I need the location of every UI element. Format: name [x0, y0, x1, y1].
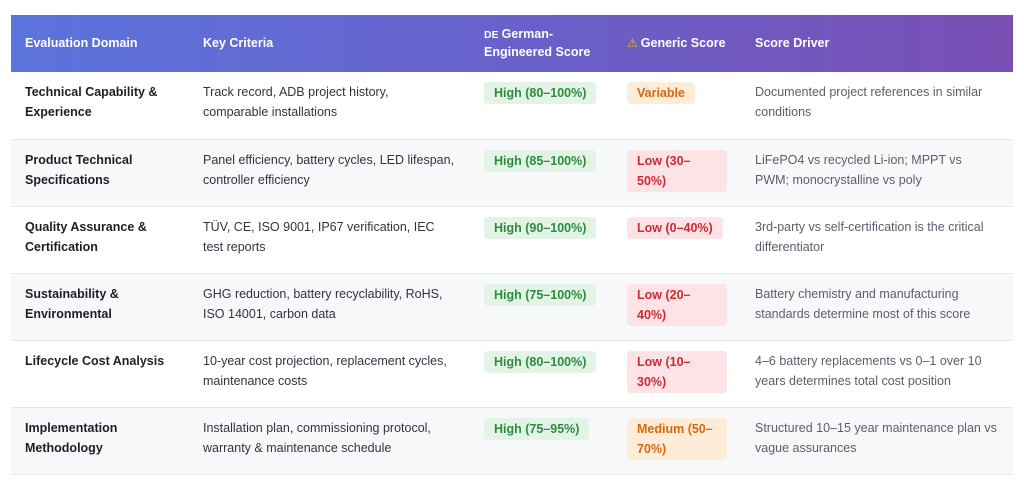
- table-row: Product Technical Specifications Panel ef…: [11, 139, 1013, 206]
- header-generic-score: ⚠ Generic Score: [627, 36, 726, 50]
- german-score-badge: High (80–100%): [484, 350, 597, 373]
- header-key-criteria: Key Criteria: [203, 36, 274, 50]
- criteria-text: Track record, ADB project history, compa…: [203, 85, 389, 119]
- driver-text: Structured 10–15 year maintenance plan v…: [755, 420, 997, 455]
- cell-criteria: Panel efficiency, battery cycles, LED li…: [189, 139, 470, 206]
- cell-criteria: Track record, ADB project history, compa…: [189, 72, 470, 139]
- domain-text: Quality Assurance & Certification: [25, 219, 147, 254]
- generic-score-badge: Medium (50–70%): [627, 417, 727, 460]
- german-score-badge: High (75–95%): [484, 417, 590, 440]
- criteria-text: Panel efficiency, battery cycles, LED li…: [203, 152, 455, 187]
- cell-generic-score: Medium (50–70%): [613, 407, 741, 474]
- cell-generic-score: Variable: [613, 72, 741, 139]
- driver-text: 3rd-party vs self-certification is the c…: [755, 219, 984, 254]
- german-flag-icon: DE: [484, 29, 499, 41]
- cell-german-score: High (80–100%): [470, 72, 613, 139]
- domain-text: Product Technical Specifications: [25, 152, 133, 187]
- cell-german-score: High (75–100%): [470, 273, 613, 340]
- cell-domain: Implementation Methodology: [11, 407, 189, 474]
- cell-score-driver: Battery chemistry and manufacturing stan…: [741, 273, 1013, 340]
- driver-text: 4–6 battery replacements vs 0–1 over 10 …: [755, 353, 982, 388]
- cell-criteria: GHG reduction, battery recyclability, Ro…: [189, 273, 470, 340]
- cell-criteria: TÜV, CE, ISO 9001, IP67 verification, IE…: [189, 206, 470, 273]
- cell-generic-score: Low (20–40%): [613, 273, 741, 340]
- domain-text: Implementation Methodology: [25, 420, 118, 455]
- cell-generic-score: Low (10–30%): [613, 340, 741, 407]
- german-score-badge: High (90–100%): [484, 216, 597, 239]
- evaluation-table-container: Evaluation Domain Key Criteria DE German-…: [11, 15, 1013, 475]
- german-score-badge: High (75–100%): [484, 283, 597, 306]
- criteria-text: Installation plan, commissioning protoco…: [203, 420, 431, 455]
- generic-score-badge: Low (30–50%): [627, 149, 727, 192]
- cell-generic-score: Low (0–40%): [613, 206, 741, 273]
- cell-score-driver: LiFePO4 vs recycled Li-ion; MPPT vs PWM;…: [741, 139, 1013, 206]
- driver-text: LiFePO4 vs recycled Li-ion; MPPT vs PWM;…: [755, 152, 962, 187]
- cell-german-score: High (90–100%): [470, 206, 613, 273]
- table-row: Sustainability & Environmental GHG reduct…: [11, 273, 1013, 340]
- cell-score-driver: Structured 10–15 year maintenance plan v…: [741, 407, 1013, 474]
- warning-icon: ⚠: [627, 36, 638, 50]
- generic-score-badge: Low (10–30%): [627, 350, 727, 393]
- table-row: Technical Capability & Experience Track r…: [11, 72, 1013, 139]
- header-evaluation-domain: Evaluation Domain: [25, 36, 138, 50]
- cell-score-driver: 3rd-party vs self-certification is the c…: [741, 206, 1013, 273]
- evaluation-table: Evaluation Domain Key Criteria DE German-…: [11, 15, 1013, 475]
- generic-score-badge: Low (20–40%): [627, 283, 727, 326]
- table-header-row: Evaluation Domain Key Criteria DE German-…: [11, 15, 1013, 72]
- domain-text: Technical Capability & Experience: [25, 85, 158, 119]
- cell-criteria: Installation plan, commissioning protoco…: [189, 407, 470, 474]
- cell-domain: Lifecycle Cost Analysis: [11, 340, 189, 407]
- header-german-score: DE German-Engineered Score: [484, 27, 591, 59]
- domain-text: Lifecycle Cost Analysis: [25, 353, 165, 368]
- generic-score-badge: Variable: [627, 82, 695, 104]
- cell-german-score: High (75–95%): [470, 407, 613, 474]
- german-score-badge: High (80–100%): [484, 82, 597, 104]
- table-row: Implementation Methodology Installation p…: [11, 407, 1013, 474]
- table-row: Lifecycle Cost Analysis 10-year cost proj…: [11, 340, 1013, 407]
- table-row: Quality Assurance & Certification TÜV, CE…: [11, 206, 1013, 273]
- header-score-driver: Score Driver: [755, 36, 830, 50]
- cell-score-driver: 4–6 battery replacements vs 0–1 over 10 …: [741, 340, 1013, 407]
- cell-score-driver: Documented project references in similar…: [741, 72, 1013, 139]
- criteria-text: GHG reduction, battery recyclability, Ro…: [203, 286, 443, 321]
- driver-text: Documented project references in similar…: [755, 85, 983, 119]
- cell-german-score: High (85–100%): [470, 139, 613, 206]
- generic-score-badge: Low (0–40%): [627, 216, 723, 239]
- criteria-text: TÜV, CE, ISO 9001, IP67 verification, IE…: [203, 219, 435, 254]
- cell-domain: Sustainability & Environmental: [11, 273, 189, 340]
- domain-text: Sustainability & Environmental: [25, 286, 119, 321]
- criteria-text: 10-year cost projection, replacement cyc…: [203, 353, 447, 388]
- driver-text: Battery chemistry and manufacturing stan…: [755, 286, 971, 321]
- cell-criteria: 10-year cost projection, replacement cyc…: [189, 340, 470, 407]
- cell-generic-score: Low (30–50%): [613, 139, 741, 206]
- cell-domain: Product Technical Specifications: [11, 139, 189, 206]
- cell-domain: Quality Assurance & Certification: [11, 206, 189, 273]
- german-score-badge: High (85–100%): [484, 149, 597, 172]
- cell-domain: Technical Capability & Experience: [11, 72, 189, 139]
- table-body: Technical Capability & Experience Track r…: [11, 72, 1013, 474]
- cell-german-score: High (80–100%): [470, 340, 613, 407]
